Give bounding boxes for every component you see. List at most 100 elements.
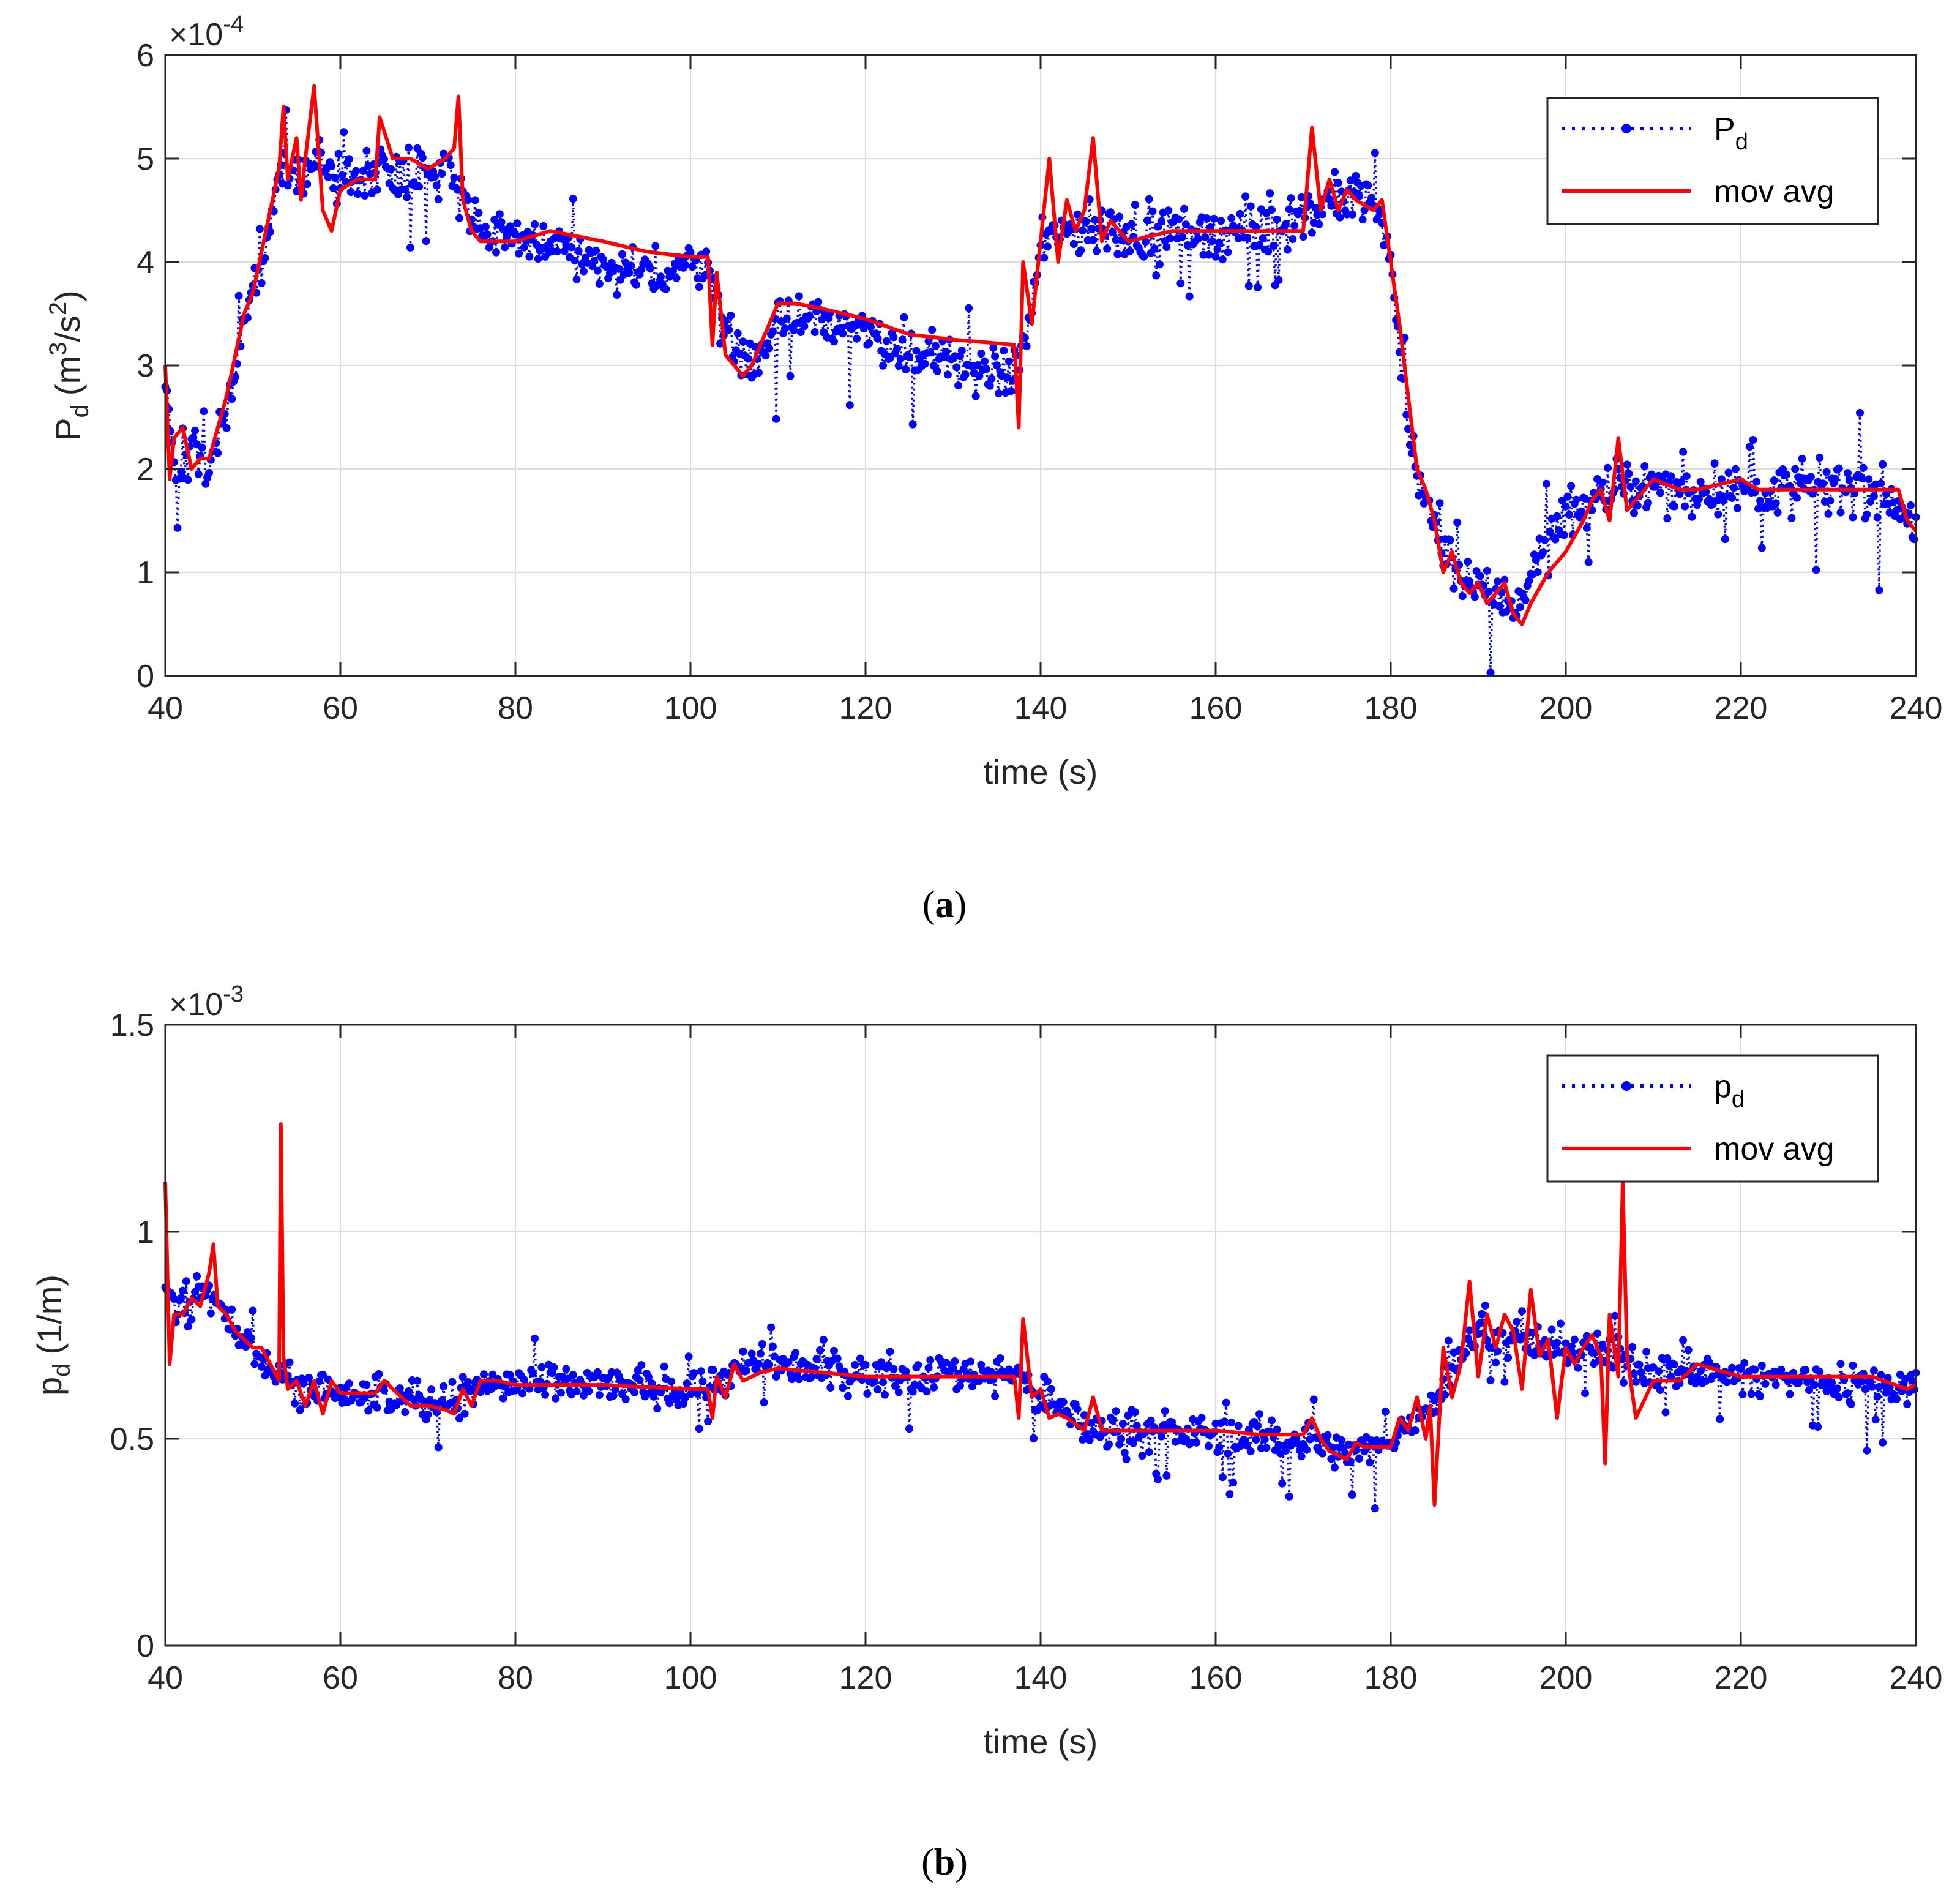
data-point [625,269,634,277]
data-point [285,1358,294,1366]
data-point [1175,215,1183,223]
data-point [1730,484,1738,492]
tick-labels: 40 60 80 100 120 140 160 180 200 220 240 0 0.5 1 1.5 [110,1008,1943,1696]
data-point [791,1349,800,1357]
data-point [1118,1420,1127,1428]
data-point [177,1294,185,1302]
data-point [1738,1390,1747,1398]
data-point [768,327,777,335]
data-point [194,470,203,478]
data-point [250,1360,259,1368]
data-point [621,1395,630,1403]
data-point [967,1357,975,1366]
legend-box [1546,1054,1879,1183]
data-point [1635,1360,1644,1369]
data-point [908,420,917,429]
data-point [1835,464,1843,473]
data-point [1640,462,1649,470]
data-point [1307,228,1316,237]
data-point [1696,1367,1705,1376]
x-tick-label: 80 [498,691,533,726]
data-point [1273,215,1281,223]
data-point [1449,584,1458,593]
data-point [570,256,579,264]
data-point [1205,250,1213,259]
data-point [553,247,562,255]
data-point [1630,509,1638,517]
data-point [296,1406,304,1414]
data-point [291,1399,299,1408]
data-point [914,1361,922,1370]
data-point [1348,1491,1356,1499]
data-point [982,365,990,373]
data-point [618,250,626,258]
data-point [1567,482,1576,490]
data-point [973,361,982,370]
data-point [1131,201,1139,209]
data-point [924,337,933,345]
data-point [1132,1422,1141,1430]
data-point [515,249,523,258]
y-tick-label: 0.5 [110,1422,154,1457]
data-point [483,230,492,239]
data-point [810,328,819,336]
data-point [1273,1425,1281,1434]
data-point [865,339,873,347]
data-point [767,1323,776,1332]
data-point [1728,493,1737,502]
data-point [1260,1435,1269,1444]
data-point [474,209,483,217]
data-point [1633,501,1642,510]
data-point [1626,482,1635,491]
x-tick-label: 240 [1890,1660,1943,1696]
data-point [727,312,735,320]
data-point [1828,1378,1836,1387]
data-point [1637,1368,1645,1376]
data-point [819,1336,828,1344]
data-point [1205,1442,1213,1450]
data-point [1192,1438,1200,1447]
data-point [1161,1407,1169,1415]
data-point [881,1390,889,1399]
data-point [1539,548,1547,557]
data-point [886,1348,894,1356]
data-point [1367,193,1375,202]
data-point [765,344,774,353]
data-point [243,313,252,322]
data-point [460,1409,469,1418]
data-point [580,267,588,276]
data-point [1246,1447,1255,1455]
data-point [679,1400,688,1408]
x-tick-label: 180 [1364,1660,1418,1696]
data-point [1150,244,1159,253]
data-point [1243,233,1251,242]
data-point [1341,1449,1350,1457]
data-point [991,352,1000,361]
data-point [1757,1362,1766,1370]
data-point [1836,1360,1845,1368]
data-point [943,370,952,379]
data-point [1563,492,1572,501]
data-point [1180,204,1188,213]
data-point [1329,1443,1337,1452]
data-point [1022,342,1031,350]
data-point [1631,477,1640,485]
data-point [755,369,763,377]
data-point [790,326,798,335]
data-point [891,1382,900,1390]
data-point [733,329,742,337]
data-point [1610,1311,1619,1320]
data-point [334,149,343,158]
data-point [432,181,441,190]
x-tick-label: 100 [664,1660,717,1696]
data-point [1822,468,1831,476]
y-tick-label: 1.5 [110,1008,154,1043]
data-point [1533,568,1542,577]
data-point [1812,566,1820,574]
data-point [1581,1389,1589,1398]
data-point [329,184,338,192]
data-point [450,173,458,182]
data-point [684,1352,693,1361]
data-point [1166,234,1175,242]
data-point [672,274,681,282]
